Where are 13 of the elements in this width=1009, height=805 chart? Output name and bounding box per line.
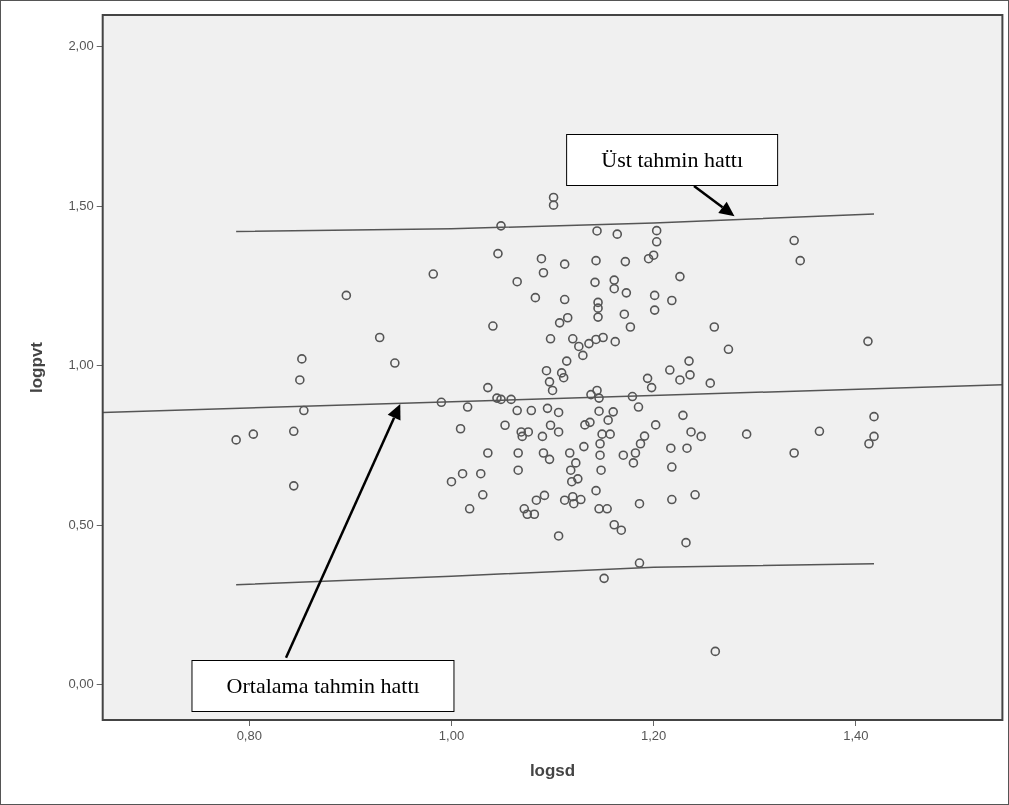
x-tick-label: 1,40 <box>843 728 869 744</box>
y-tick-label: 1,50 <box>68 197 94 213</box>
y-tick-label: 0,00 <box>68 676 94 692</box>
y-tick-label: 1,00 <box>68 357 94 373</box>
y-tick-label: 2,00 <box>68 38 94 54</box>
x-axis-title: logsd <box>529 761 576 781</box>
y-tick-label: 0,50 <box>68 516 94 532</box>
annotation: Üst tahmin hattı <box>566 133 779 186</box>
x-tick-label: 1,00 <box>438 728 465 744</box>
x-tick-label: 0,80 <box>236 728 262 744</box>
x-tick-label: 1,20 <box>640 728 667 744</box>
y-axis-title: logpvt <box>26 341 46 393</box>
annotation: Ortalama tahmin hattı <box>191 660 455 713</box>
